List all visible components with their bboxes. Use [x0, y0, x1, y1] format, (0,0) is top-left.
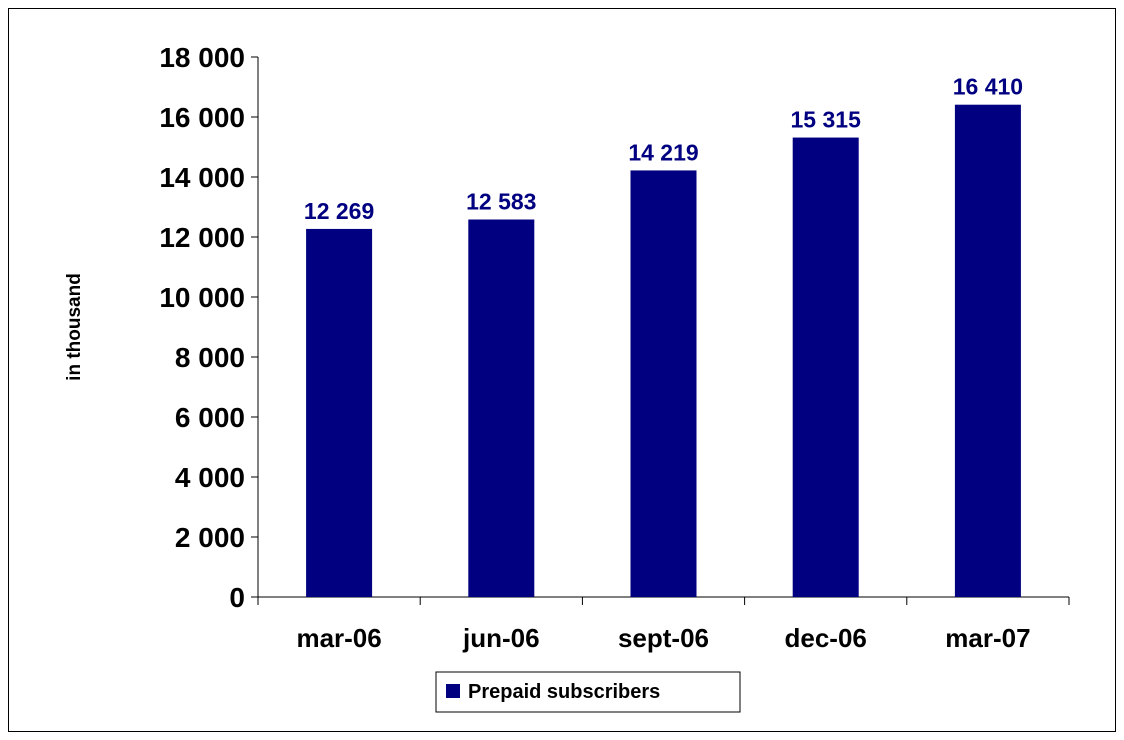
bar [630, 170, 697, 597]
bar [954, 104, 1021, 597]
y-tick-label: 16 000 [159, 102, 245, 133]
y-tick-label: 2 000 [175, 522, 245, 553]
bar-series [306, 104, 1021, 598]
chart-frame [8, 8, 1116, 732]
x-tick-label: mar-07 [945, 623, 1030, 653]
bar-value-label: 16 410 [953, 74, 1023, 100]
x-axis: mar-06 jun-06 sept-06 dec-06 mar-07 [257, 596, 1070, 653]
bar [792, 137, 859, 598]
bar-value-label: 12 269 [304, 198, 374, 224]
legend: Prepaid subscribers [435, 671, 741, 713]
x-tick-label: jun-06 [462, 623, 540, 653]
y-tick-label: 8 000 [175, 342, 245, 373]
y-tick-label: 12 000 [159, 222, 245, 253]
y-tick-label: 18 000 [159, 42, 245, 73]
bar-value-label: 15 315 [791, 107, 862, 133]
legend-box [435, 671, 741, 713]
x-tick-label: mar-06 [296, 623, 381, 653]
y-axis: 0 2 000 4 000 6 000 8 000 10 000 12 000 14 000 1… [159, 42, 259, 613]
y-tick-label: 10 000 [159, 282, 245, 313]
data-labels: 12 269 12 583 14 219 15 315 16 410 [304, 74, 1023, 224]
bar [468, 219, 535, 597]
legend-label: Prepaid subscribers [468, 681, 660, 703]
y-tick-label: 0 [229, 582, 245, 613]
x-tick-label: sept-06 [618, 623, 709, 653]
y-tick-label: 4 000 [175, 462, 245, 493]
bar [306, 228, 373, 597]
bar-value-label: 12 583 [466, 189, 536, 215]
y-tick-label: 6 000 [175, 402, 245, 433]
legend-swatch [446, 684, 460, 698]
x-tick-label: dec-06 [785, 623, 867, 653]
bar-value-label: 14 219 [628, 139, 698, 165]
y-tick-label: 14 000 [159, 162, 245, 193]
y-axis-title: in thousand [64, 273, 85, 381]
